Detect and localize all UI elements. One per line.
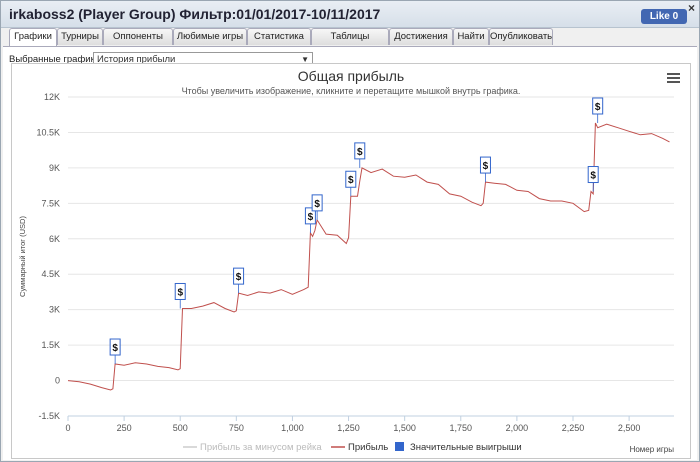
tab-achievements[interactable]: Достижения [389,28,453,45]
x-tick-label: 1,250 [337,423,360,433]
chart-legend: Прибыль за минусом рейка Прибыль Значитель… [183,442,522,453]
legend-item[interactable]: Значительные выигрыши [395,442,522,453]
marker-label: $ [308,212,314,223]
menu-bar [667,77,680,79]
profit-chart[interactable]: Общая прибыль Чтобы увеличить изображение… [11,63,691,459]
y-tick-label: -1.5K [38,411,60,421]
x-tick-label: 2,000 [506,423,529,433]
marker-label: $ [348,175,354,186]
marker-box [311,194,323,212]
legend-swatch [395,442,404,451]
marker-box [174,282,186,300]
graph-selector-label: Выбранные графики: [9,54,103,65]
legend-label: Значительные выигрыши [410,442,522,453]
x-tick-label: 2,250 [562,423,585,433]
significant-win-marker: $ [587,166,599,192]
y-tick-label: 4.5K [41,269,60,279]
marker-box [592,97,604,115]
significant-win-marker: $ [311,194,323,220]
x-tick-label: 750 [229,423,244,433]
tab-leaderboards[interactable]: Таблицы лидеров [311,28,389,58]
chart-subtitle: Чтобы увеличить изображение, кликните и … [182,86,521,96]
tab-find[interactable]: Найти [453,28,489,45]
legend-item[interactable]: Прибыль за минусом рейка [183,442,322,453]
marker-label: $ [357,147,363,158]
marker-box [304,207,316,225]
chart-title: Общая прибыль [298,68,404,84]
significant-win-marker: $ [174,282,186,309]
marker-label: $ [595,102,601,113]
legend-item[interactable]: Прибыль [331,442,388,453]
y-tick-label: 6K [49,234,60,244]
y-axis-title: Суммарный итог (USD) [18,216,27,297]
significant-win-marker: $ [233,267,245,294]
x-tick-label: 250 [117,423,132,433]
y-tick-label: 12K [44,92,60,102]
marker-box [109,338,121,356]
significant-win-marker: $ [345,170,357,197]
tab-graphs[interactable]: Графики [9,28,57,46]
marker-label: $ [177,287,183,298]
y-tick-label: 0 [55,376,60,386]
marker-box [345,170,357,188]
facebook-like-button[interactable]: Like 0 [641,9,687,24]
significant-win-marker: $ [304,207,316,233]
tab-tournaments[interactable]: Турниры [57,28,103,45]
y-tick-label: 3K [49,305,60,315]
marker-label: $ [314,199,320,210]
marker-box [587,166,599,184]
marker-label: $ [483,161,489,172]
window-title: irkaboss2 (Player Group) Фильтр:01/01/20… [9,6,381,22]
graph-selector-value: История прибыли [97,54,176,65]
chevron-down-icon: ▼ [301,55,309,64]
marker-label: $ [590,171,596,182]
marker-label: $ [112,343,118,354]
marker-label: $ [236,272,242,283]
marker-box [479,156,491,174]
x-tick-label: 1,500 [393,423,416,433]
x-tick-label: 1,750 [450,423,473,433]
significant-win-marker: $ [109,338,121,365]
significant-win-marker: $ [592,97,604,123]
marker-box [354,142,366,160]
tab-favorite-games[interactable]: Любимые игры [173,28,247,45]
chart-menu-icon[interactable] [667,73,680,83]
marker-box [233,267,245,285]
title-bar: irkaboss2 (Player Group) Фильтр:01/01/20… [1,1,699,28]
x-axis-title: Номер игры [630,445,675,454]
menu-bar [667,73,680,75]
x-tick-label: 2,500 [618,423,641,433]
tab-statistics[interactable]: Статистика [247,28,311,45]
significant-win-marker: $ [354,142,366,168]
y-tick-label: 9K [49,163,60,173]
x-tick-label: 500 [173,423,188,433]
tab-publish[interactable]: Опубликовать [489,28,553,45]
like-label: Like 0 [649,11,679,22]
close-icon[interactable]: × [688,1,696,15]
menu-bar [667,81,680,83]
y-tick-label: 10.5K [36,127,60,137]
significant-win-marker: $ [479,156,491,183]
x-tick-label: 0 [65,423,70,433]
chart-frame [11,63,691,459]
legend-label: Прибыль за минусом рейка [200,442,322,453]
tab-opponents[interactable]: Оппоненты [103,28,173,45]
x-tick-label: 1,000 [281,423,304,433]
y-tick-label: 7.5K [41,198,60,208]
legend-label: Прибыль [348,442,388,453]
y-tick-label: 1.5K [41,340,60,350]
